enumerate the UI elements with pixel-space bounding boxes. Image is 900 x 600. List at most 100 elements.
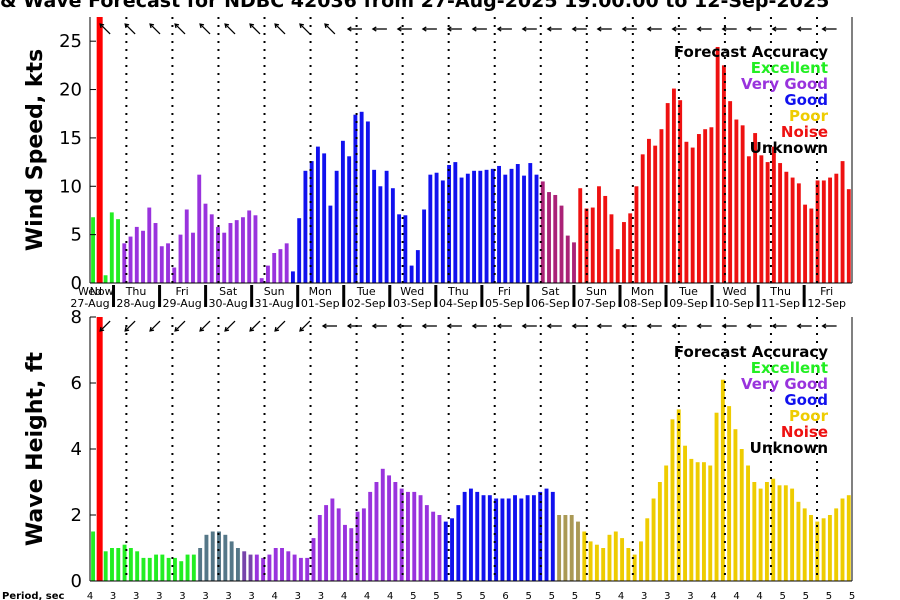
wind-bar	[216, 226, 220, 283]
direction-arrow	[771, 323, 787, 329]
wind-bar	[128, 236, 133, 283]
arrow-head	[546, 323, 552, 329]
wave-bar	[355, 511, 360, 581]
wind-bar	[365, 121, 370, 283]
wind-bar	[540, 181, 545, 283]
wave-bar	[418, 495, 423, 581]
day-label: Thu	[769, 285, 791, 298]
wave-bar	[582, 531, 587, 581]
wind-bar	[315, 146, 320, 283]
legend-entry: Excellent	[751, 59, 828, 77]
y-tick-label: 4	[71, 439, 82, 460]
period-value: 5	[826, 591, 832, 600]
wave-bar	[292, 554, 297, 581]
day-label: Thu	[447, 285, 469, 298]
arrow-head	[324, 23, 330, 29]
wave-bar	[557, 515, 562, 581]
wind-bar	[653, 145, 658, 283]
arrow-head	[571, 323, 577, 329]
direction-arrow	[571, 26, 587, 32]
period-value: 3	[295, 591, 301, 600]
wind-bar	[241, 217, 245, 283]
legend-entry: Excellent	[751, 359, 828, 377]
arrow-head	[299, 23, 305, 29]
wave-bar	[809, 515, 813, 581]
direction-arrow	[299, 23, 311, 35]
wind-bar	[628, 213, 633, 283]
wave-bar	[563, 515, 568, 581]
wind-bar	[615, 249, 620, 283]
wind-bar	[640, 154, 645, 283]
wave-bar	[613, 531, 618, 581]
wave-bar	[739, 449, 744, 581]
wind-bar	[141, 230, 145, 283]
wind-bar	[459, 177, 464, 283]
wind-bar	[809, 208, 814, 283]
arrow-shaft	[324, 23, 336, 35]
wind-bar	[440, 180, 445, 283]
period-value: 5	[803, 591, 809, 600]
wind-bar	[309, 161, 314, 283]
wind-bar	[759, 155, 764, 283]
arrow-head	[299, 326, 305, 332]
period-value: 3	[110, 591, 116, 600]
wind-bar	[784, 171, 789, 283]
wind-ylabel: Wind Speed, kts	[23, 49, 48, 251]
day-tick	[572, 285, 576, 307]
wind-bar	[665, 103, 670, 283]
date-label: 31-Aug	[255, 297, 294, 310]
wave-bar	[764, 482, 769, 581]
wind-bar	[490, 168, 495, 283]
wind-bar	[684, 141, 689, 283]
wave-bar	[317, 515, 322, 581]
direction-arrow	[124, 23, 136, 35]
direction-arrow	[596, 26, 612, 32]
arrow-head	[521, 26, 527, 32]
wind-bar	[422, 209, 427, 283]
arrow-head	[471, 323, 477, 329]
wave-bar	[380, 468, 385, 581]
period-value: 4	[618, 591, 624, 600]
wind-bar	[353, 114, 358, 283]
wave-bar	[456, 505, 461, 581]
wave-bar	[198, 548, 203, 581]
wave-bar	[160, 554, 165, 581]
wave-bar	[166, 557, 171, 581]
arrow-head	[821, 26, 827, 32]
arrow-head	[174, 23, 180, 29]
wind-bar	[247, 210, 252, 283]
wind-bar	[172, 267, 177, 283]
arrow-head	[199, 326, 205, 332]
arrow-shaft	[174, 23, 186, 35]
wind-bar	[403, 215, 408, 283]
wave-bar	[594, 544, 599, 581]
period-value: 5	[849, 591, 855, 600]
legend-title: Forecast Accuracy	[674, 43, 828, 61]
arrow-head	[771, 323, 777, 329]
wind-bar	[647, 138, 651, 283]
day-label: Sat	[541, 285, 560, 298]
period-value: 3	[687, 591, 693, 600]
wave-panel: 0 2 4 6 8 Wave Height, ft Forecast AccuracyExc…	[23, 307, 853, 592]
wind-bar	[509, 168, 514, 283]
arrow-head	[224, 326, 230, 332]
y-tick-label: 20	[59, 80, 82, 101]
wave-bar	[191, 554, 196, 581]
wave-bar	[827, 515, 832, 581]
wave-bar	[481, 495, 486, 581]
wave-ylabel: Wave Height, ft	[23, 351, 48, 546]
wave-bar	[103, 551, 108, 581]
period-value: 4	[364, 591, 370, 600]
arrow-head	[224, 23, 230, 29]
day-label: Fri	[498, 285, 511, 298]
date-label: 04-Sep	[439, 297, 478, 310]
direction-arrow	[99, 23, 111, 35]
wind-bar	[728, 101, 733, 284]
wave-bar	[626, 548, 631, 581]
wave-bar	[588, 541, 593, 581]
wave-bar	[601, 548, 606, 581]
direction-arrow	[646, 26, 662, 32]
wave-bar	[746, 465, 750, 581]
wind-bar	[409, 265, 414, 283]
wind-bar	[334, 170, 339, 283]
